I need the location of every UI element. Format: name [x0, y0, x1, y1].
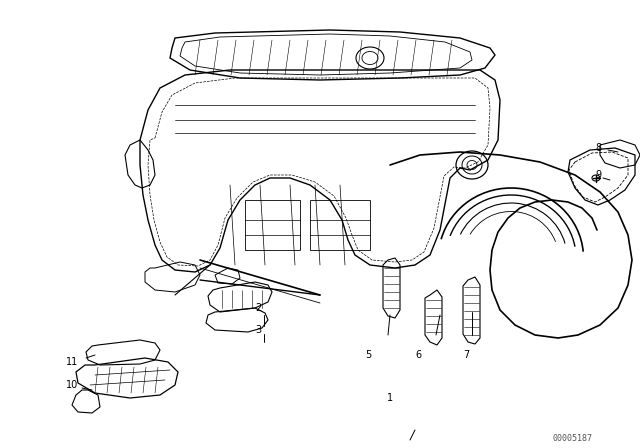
Text: 9: 9 [595, 170, 601, 180]
Text: 8: 8 [595, 143, 601, 153]
Text: 10: 10 [66, 380, 78, 390]
Text: 00005187: 00005187 [553, 434, 593, 443]
Text: 2: 2 [255, 303, 261, 313]
Text: 11: 11 [66, 357, 78, 367]
Text: 5: 5 [365, 350, 371, 360]
Text: 7: 7 [463, 350, 469, 360]
Text: 3: 3 [255, 325, 261, 335]
Text: 1: 1 [387, 393, 393, 403]
Text: 6: 6 [415, 350, 421, 360]
